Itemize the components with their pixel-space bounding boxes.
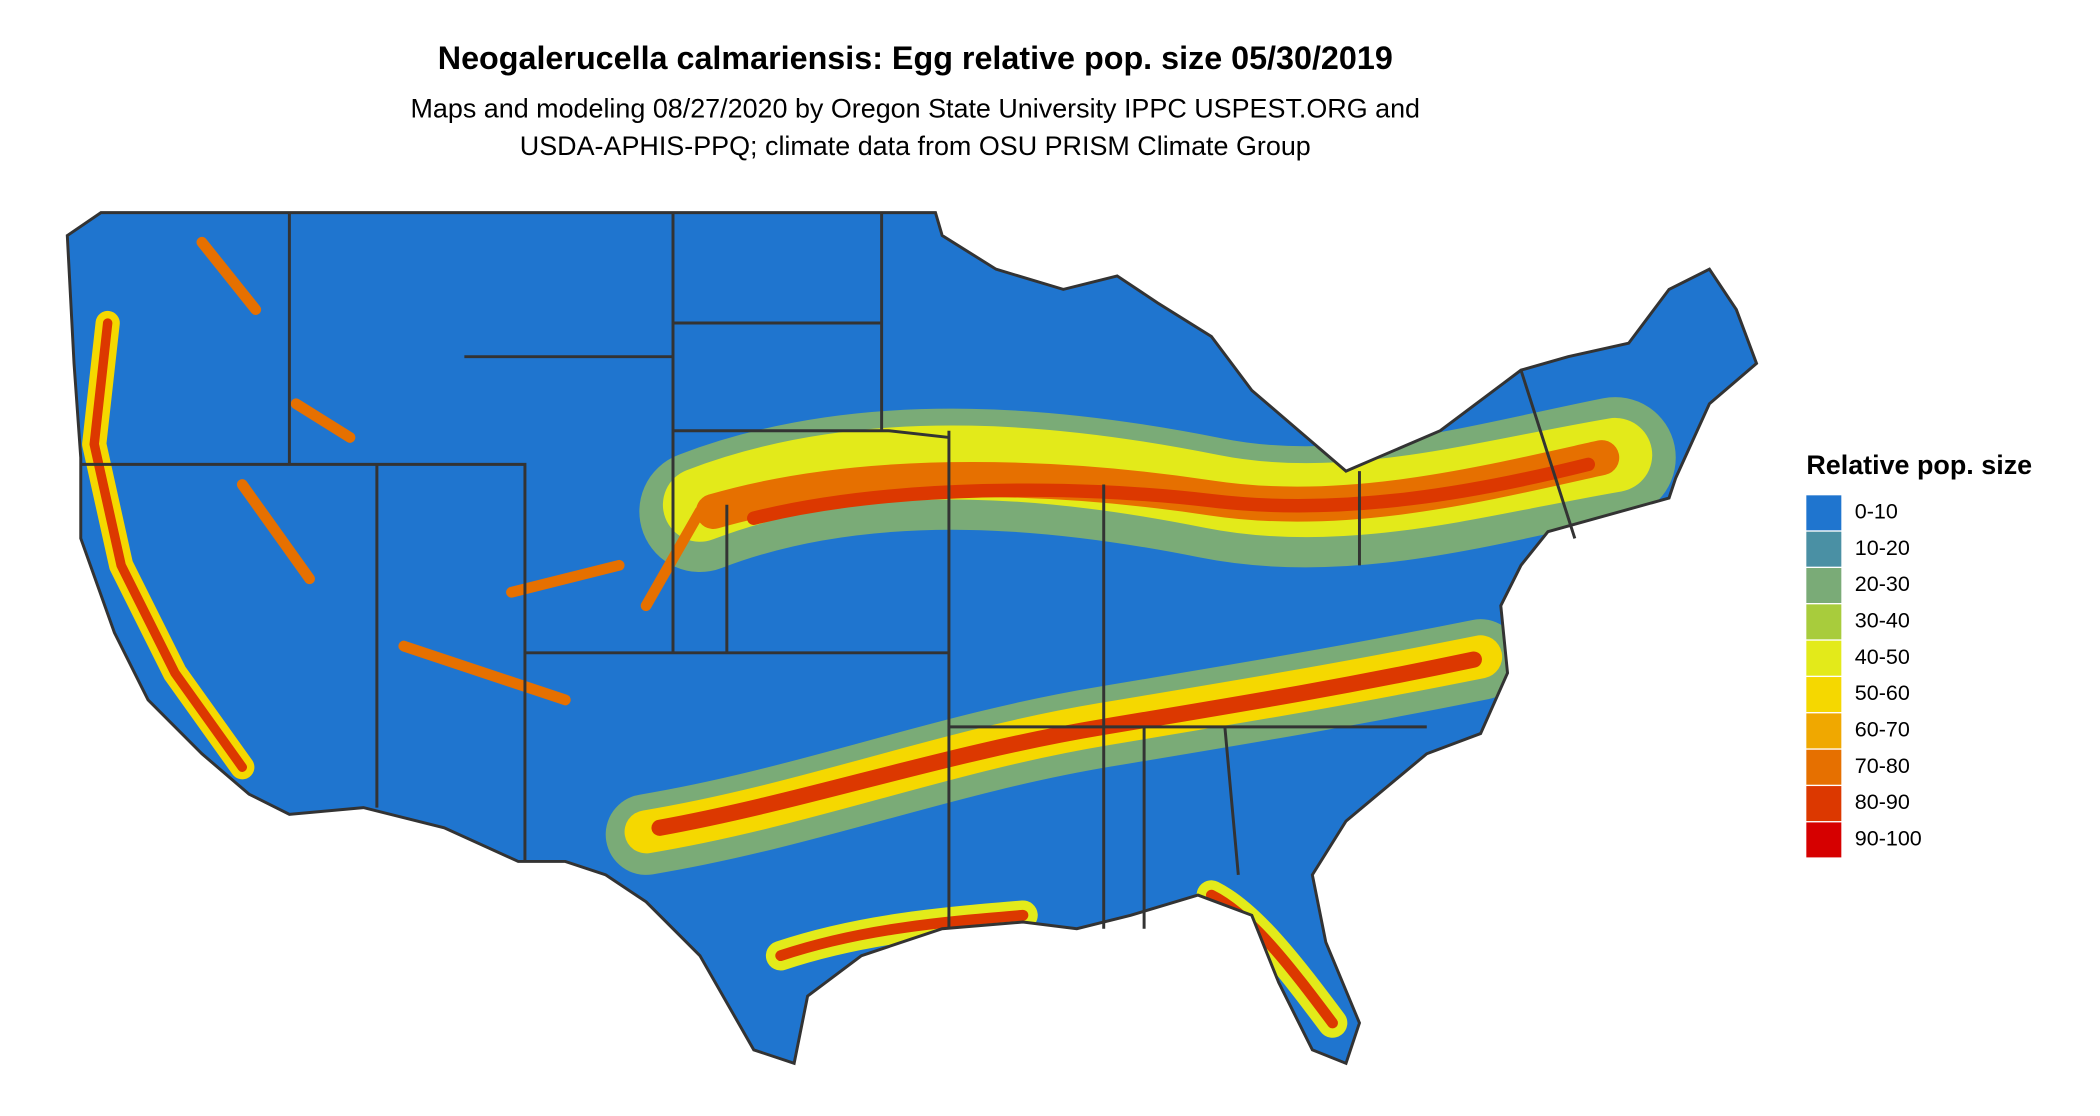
state-border <box>80 212 1577 929</box>
climate-band <box>89 318 247 772</box>
legend-title: Relative pop. size <box>1806 450 2032 480</box>
legend-label: 30-40 <box>1855 609 1910 633</box>
legend-label: 10-20 <box>1855 536 1910 560</box>
legend-swatch <box>1806 677 1842 713</box>
map-subtitle: USDA-APHIS-PPQ; climate data from OSU PR… <box>520 131 1311 161</box>
legend-label: 40-50 <box>1855 645 1910 669</box>
land-fill <box>67 212 1757 1064</box>
legend-label: 20-30 <box>1855 572 1910 596</box>
legend-swatch <box>1806 604 1842 640</box>
legend-label: 70-80 <box>1855 754 1910 778</box>
state-borders <box>65 211 1759 1065</box>
legend-label: 60-70 <box>1855 718 1910 742</box>
climate-band <box>196 236 706 706</box>
legend-swatch <box>1806 531 1842 567</box>
legend-swatch <box>1806 640 1842 676</box>
map-subtitle: Maps and modeling 08/27/2020 by Oregon S… <box>411 93 1421 123</box>
map-land <box>67 212 1757 1064</box>
legend-label: 80-90 <box>1855 790 1910 814</box>
legend-swatch <box>1806 713 1842 749</box>
climate-band <box>775 889 1338 1029</box>
legend-label: 90-100 <box>1855 827 1922 851</box>
legend-swatch <box>1806 495 1842 531</box>
legend-swatch <box>1806 822 1842 858</box>
map-content: Neogalerucella calmariensis: Egg relativ… <box>65 40 2032 1065</box>
legend-swatch <box>1806 749 1842 785</box>
legend: 0-10 10-20 20-30 30-40 40-50 50-60 60-70 70-80 8… <box>1806 495 1922 858</box>
legend-swatch <box>1806 568 1842 604</box>
legend-label: 50-60 <box>1855 681 1910 705</box>
climate-band <box>747 457 1596 525</box>
legend-label: 0-10 <box>1855 500 1898 524</box>
map-title: Neogalerucella calmariensis: Egg relativ… <box>438 40 1393 76</box>
legend-swatch <box>1806 786 1842 822</box>
